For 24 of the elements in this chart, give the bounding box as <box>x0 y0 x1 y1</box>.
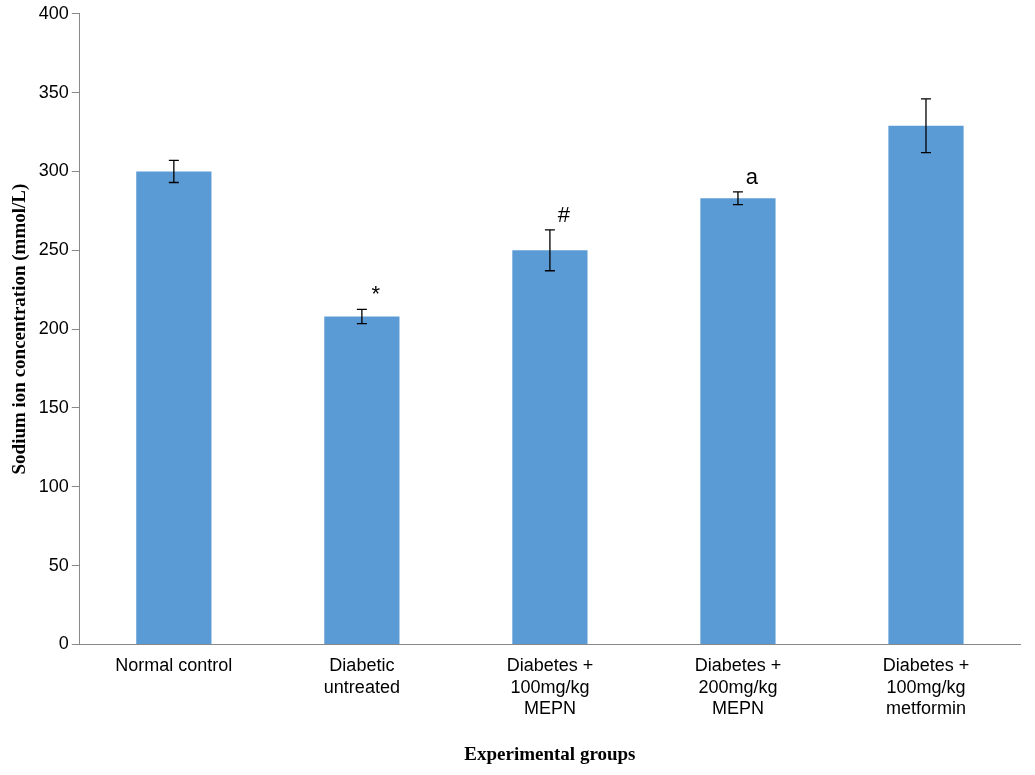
bar <box>512 250 588 644</box>
x-tick-label: Diabetic untreated <box>323 655 400 697</box>
x-tick-label: Diabetes + 100mg/kg MEPN <box>506 655 594 719</box>
y-tick-label: 100 <box>38 475 69 496</box>
y-tick-label: 0 <box>58 633 69 654</box>
y-tick-label: 250 <box>38 239 69 260</box>
annotation: * <box>371 281 381 307</box>
bar <box>888 125 964 644</box>
bar <box>136 171 212 644</box>
y-tick-label: 300 <box>38 160 69 181</box>
y-tick-label: 150 <box>38 396 69 417</box>
y-tick-label: 400 <box>38 2 69 23</box>
annotation: a <box>745 164 759 190</box>
y-tick-label: 350 <box>38 81 69 102</box>
y-tick-label: 50 <box>48 554 69 575</box>
bar <box>324 316 400 644</box>
x-axis-title: Experimental groups <box>464 742 636 764</box>
annotation: # <box>557 201 571 227</box>
y-axis-title: Sodium ion concentration (mmol/L) <box>8 183 31 475</box>
y-tick-label: 200 <box>38 318 69 339</box>
x-tick-label: Diabetes + 200mg/kg MEPN <box>694 655 782 719</box>
bar <box>700 198 776 644</box>
x-tick-label: Diabetes + 100mg/kg metformin <box>882 655 970 719</box>
x-tick-label: Normal control <box>115 655 233 676</box>
